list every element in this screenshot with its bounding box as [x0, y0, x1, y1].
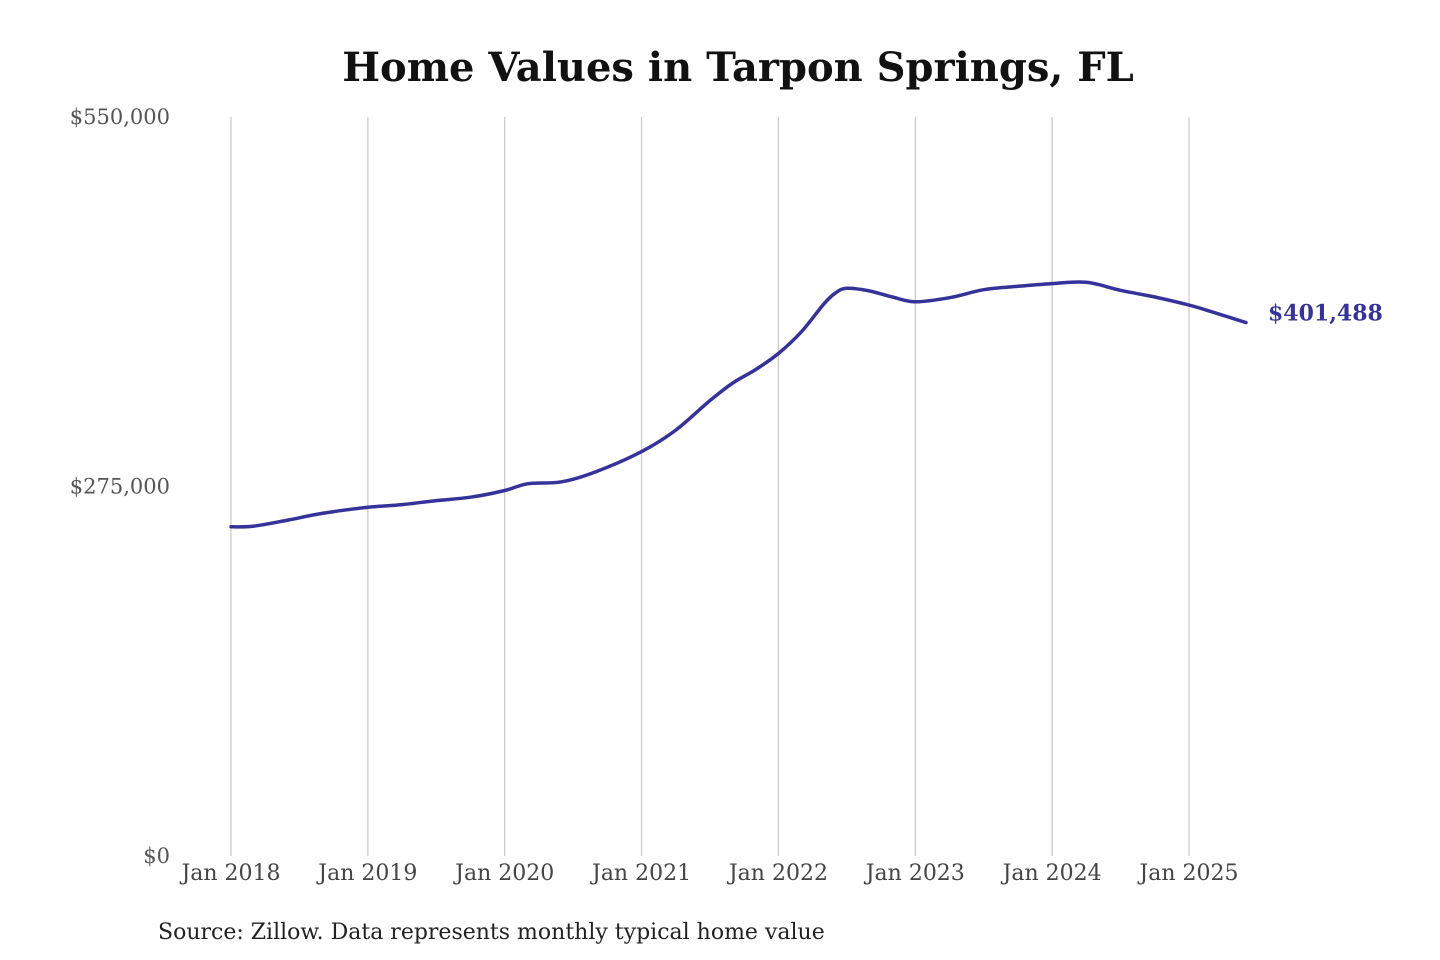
grid-lines: [230, 117, 1190, 856]
y-tick-label-550000: $550,000: [70, 105, 170, 129]
x-tick-label-2025-01: Jan 2025: [1137, 861, 1238, 886]
x-axis-labels: Jan 2018 Jan 2019 Jan 2020 Jan 2021 Jan 2022…: [179, 861, 1238, 886]
x-tick-label-2020-01: Jan 2020: [453, 861, 554, 886]
y-tick-label-0: $0: [143, 844, 170, 868]
end-value-label: $401,488: [1268, 301, 1383, 327]
x-tick-label-2019-01: Jan 2019: [316, 861, 417, 886]
x-tick-label-2023-01: Jan 2023: [864, 861, 965, 886]
x-tick-label-2022-01: Jan 2022: [727, 861, 828, 886]
source-note: Source: Zillow. Data represents monthly …: [158, 920, 825, 945]
chart-title: Home Values in Tarpon Springs, FL: [342, 44, 1133, 91]
y-axis-labels: $0 $275,000 $550,000: [70, 105, 170, 868]
x-tick-label-2021-01: Jan 2021: [590, 861, 691, 886]
x-tick-label-2024-01: Jan 2024: [1001, 861, 1102, 886]
y-tick-label-275000: $275,000: [70, 475, 170, 499]
x-tick-label-2018-01: Jan 2018: [179, 861, 280, 886]
series-line-home-value: [229, 280, 1248, 529]
